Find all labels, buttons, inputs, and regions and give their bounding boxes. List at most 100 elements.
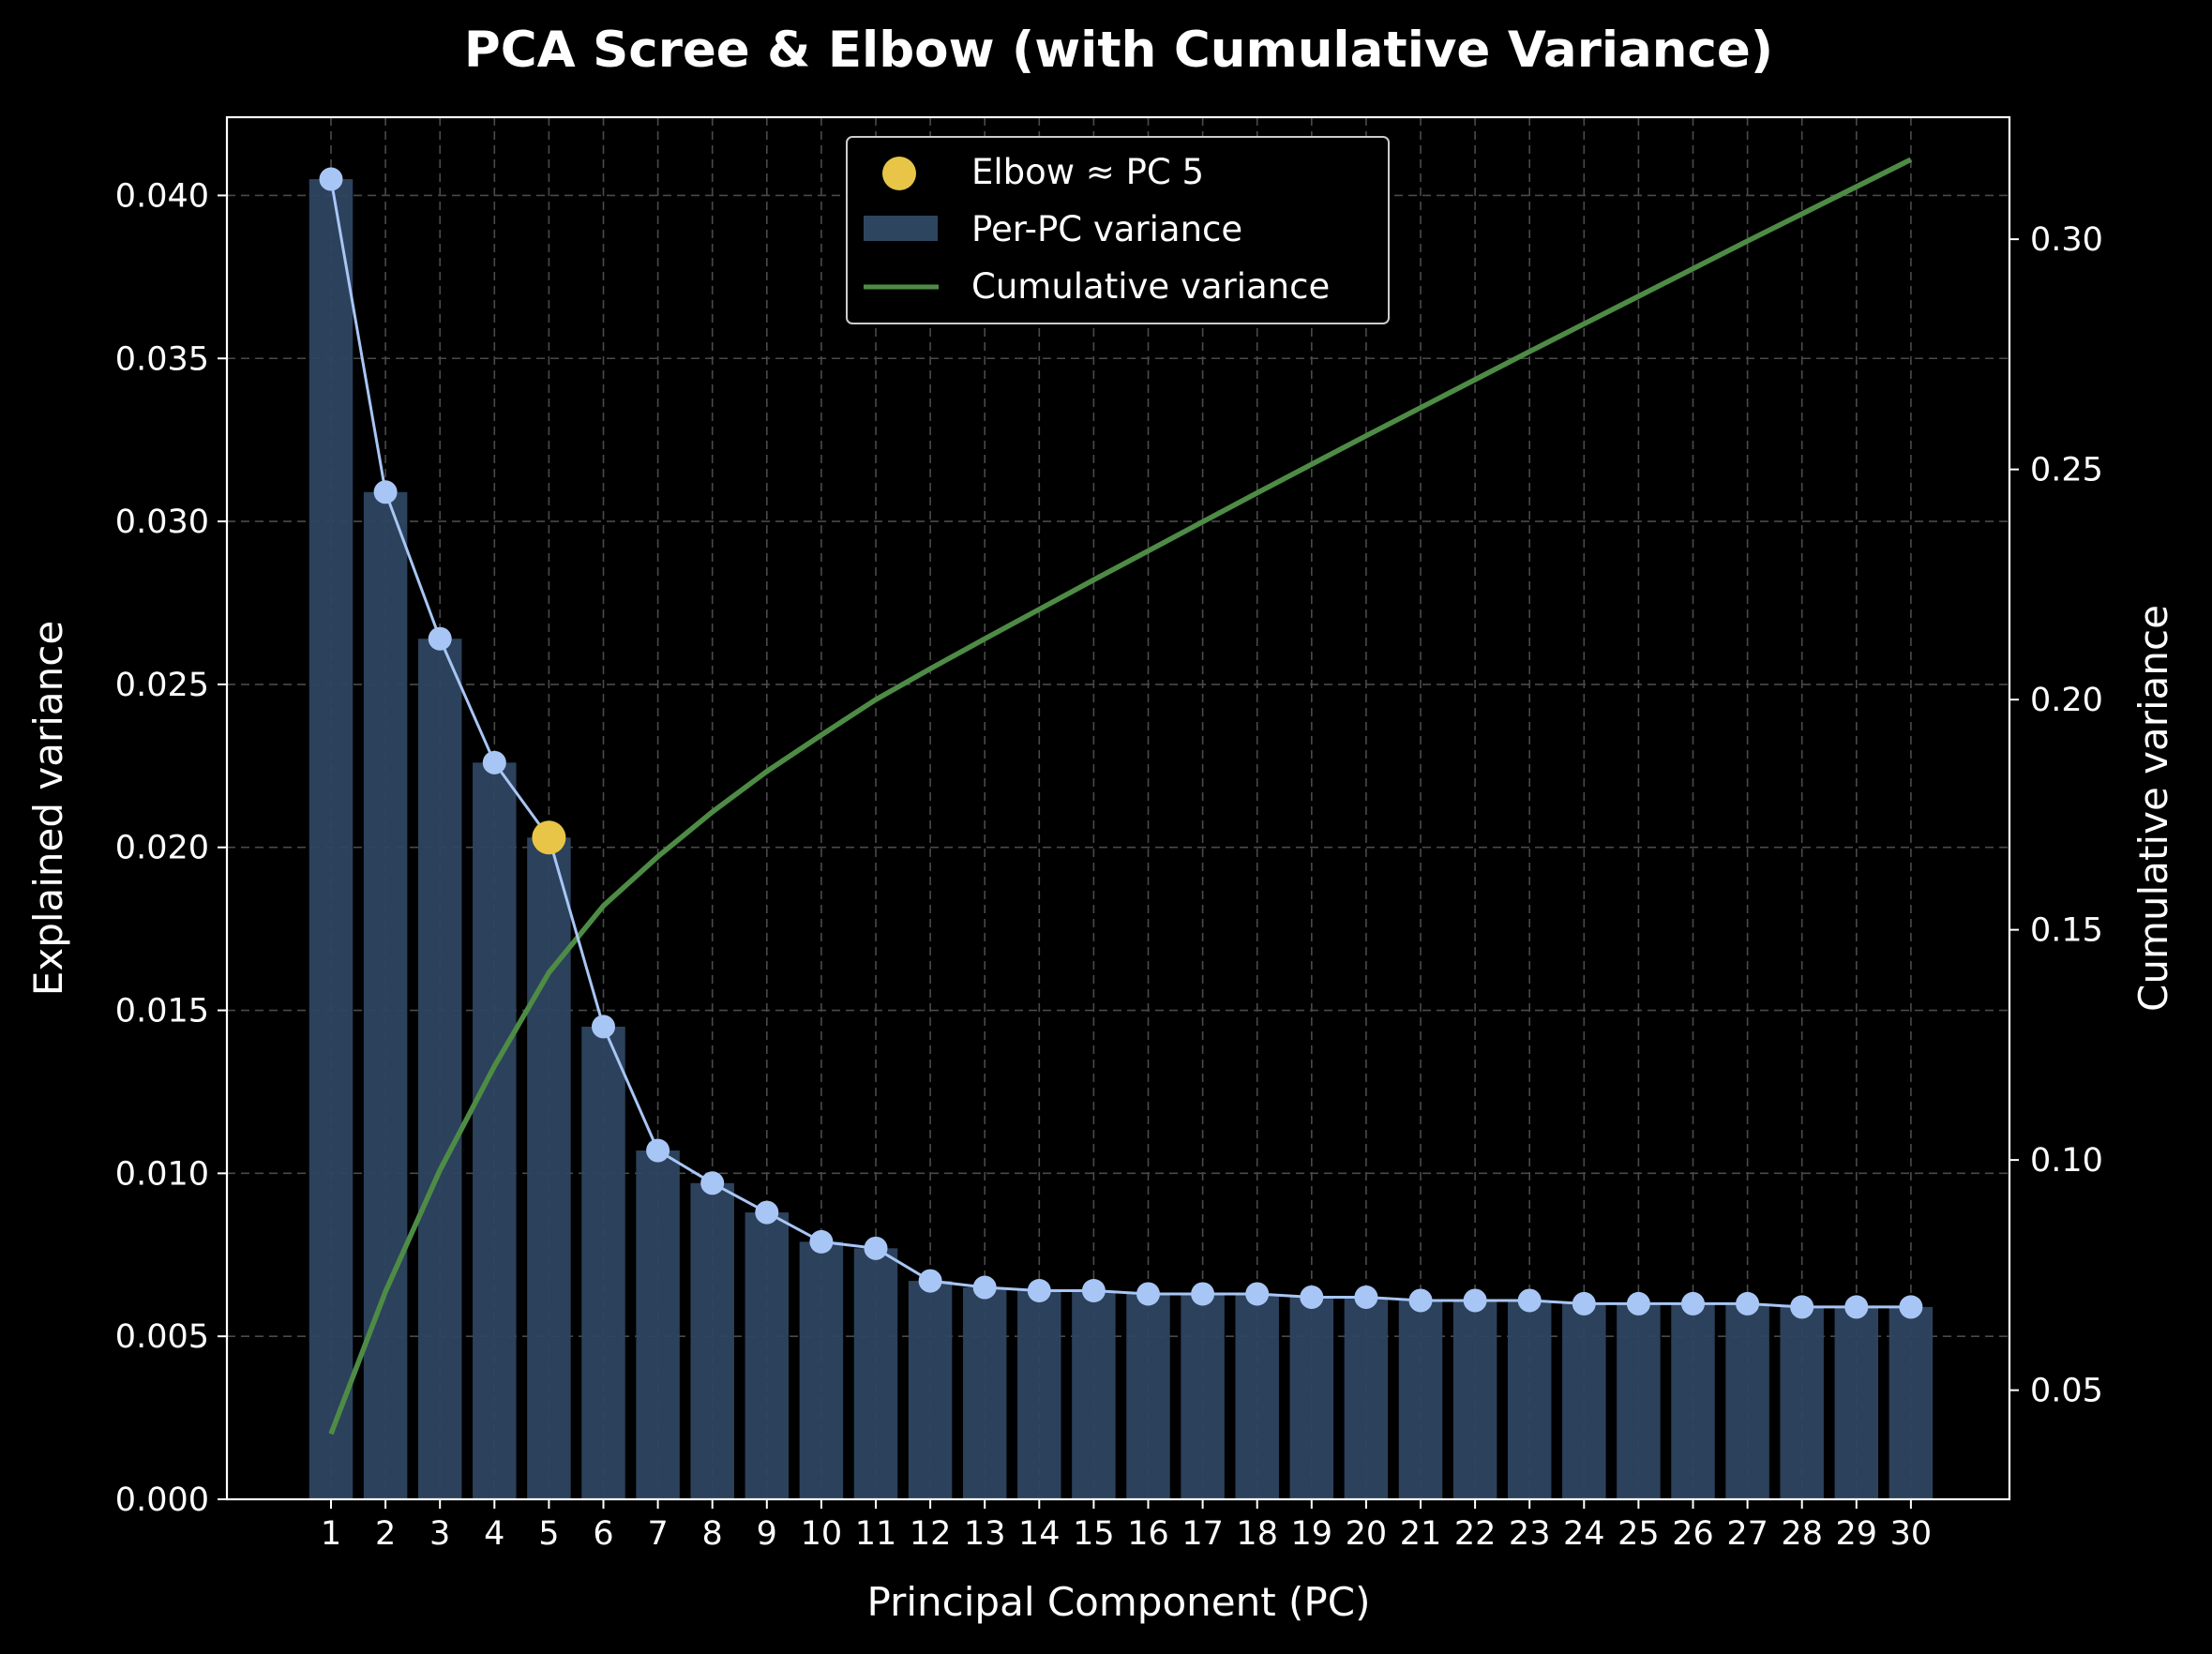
bar (690, 1182, 734, 1499)
scree-point (1354, 1285, 1378, 1309)
x-tick-label: 25 (1618, 1515, 1660, 1553)
y2-tick-label: 0.05 (2030, 1373, 2103, 1410)
scree-point (482, 750, 506, 774)
scree-point (1790, 1295, 1814, 1319)
scree-point (1681, 1291, 1705, 1316)
cumulative-line-layer (328, 157, 1913, 1436)
legend-cumulative-label: Cumulative variance (971, 266, 1330, 307)
x-tick-label: 22 (1454, 1515, 1497, 1553)
scree-point (700, 1171, 725, 1195)
bar (1017, 1290, 1061, 1499)
x-tick-label: 26 (1672, 1515, 1714, 1553)
legend-box (846, 136, 1390, 324)
x-tick-label: 6 (593, 1515, 613, 1553)
x-tick-label: 10 (801, 1515, 843, 1553)
y-tick-label: 0.035 (115, 340, 209, 378)
scree-point (1463, 1288, 1487, 1313)
x-tick-label: 18 (1236, 1515, 1278, 1553)
x-tick-label: 30 (1890, 1515, 1933, 1553)
scree-point (1517, 1288, 1542, 1313)
x-tick-label: 15 (1073, 1515, 1115, 1553)
scree-point (1572, 1291, 1596, 1316)
bar (745, 1212, 790, 1499)
bar (363, 491, 408, 1499)
x-tick-label: 5 (538, 1515, 559, 1553)
scree-point (1899, 1295, 1923, 1319)
y-tick-label: 0.030 (115, 504, 209, 541)
x-tick-label: 27 (1726, 1515, 1768, 1553)
y-tick-label: 0.010 (115, 1155, 209, 1193)
bar (1452, 1300, 1497, 1499)
y-tick-label: 0.025 (115, 667, 209, 704)
x-tick-label: 13 (964, 1515, 1006, 1553)
bars (308, 179, 1934, 1499)
x-tick-label: 3 (429, 1515, 450, 1553)
scree-point (1191, 1282, 1215, 1306)
y2-tick-label: 0.25 (2030, 452, 2103, 489)
bar (1617, 1303, 1661, 1499)
chart-title: PCA Scree & Elbow (with Cumulative Varia… (464, 22, 1773, 79)
x-tick-label: 28 (1781, 1515, 1823, 1553)
bar (853, 1248, 898, 1499)
bar (1289, 1297, 1334, 1499)
y2-tick-label: 0.30 (2030, 221, 2103, 259)
x-tick-label: 20 (1346, 1515, 1388, 1553)
x-tick-label: 8 (702, 1515, 723, 1553)
x-tick-label: 29 (1836, 1515, 1878, 1553)
y-axis-label: Explained variance (25, 621, 71, 996)
legend-bar-label: Per-PC variance (971, 209, 1242, 249)
bar (1671, 1303, 1715, 1499)
x-tick-label: 24 (1563, 1515, 1605, 1553)
y2-tick-label: 0.10 (2030, 1142, 2103, 1180)
bar (1834, 1306, 1879, 1499)
bar (1235, 1293, 1279, 1499)
legend-elbow-swatch (882, 157, 916, 190)
bar (962, 1287, 1007, 1499)
x-tick-label: 19 (1291, 1515, 1333, 1553)
bar (308, 179, 354, 1499)
scree-point (1136, 1282, 1160, 1306)
bar (1181, 1293, 1225, 1499)
scree-point (592, 1015, 615, 1039)
scree-point (1081, 1279, 1106, 1303)
x-tick-label: 7 (647, 1515, 668, 1553)
y-tick-label: 0.000 (115, 1481, 209, 1519)
elbow-marker-layer (532, 820, 566, 855)
bar (1072, 1290, 1116, 1499)
bar (581, 1026, 625, 1499)
y2-axis-label: Cumulative variance (2130, 605, 2176, 1012)
bar (1725, 1303, 1769, 1499)
x-tick-label: 17 (1181, 1515, 1224, 1553)
bar (636, 1150, 680, 1499)
x-tick-label: 23 (1509, 1515, 1551, 1553)
y-tick-label: 0.015 (115, 993, 209, 1030)
x-tick-label: 11 (855, 1515, 897, 1553)
x-tick-label: 14 (1018, 1515, 1061, 1553)
scree-point (1408, 1288, 1433, 1313)
bar (908, 1281, 953, 1499)
y2-tick-label: 0.15 (2030, 912, 2103, 950)
y-axis-ticks: 0.000 0.005 0.010 0.015 0.020 0.025 0.030 0.035… (115, 177, 227, 1519)
x-tick-label: 16 (1127, 1515, 1169, 1553)
x-tick-label: 1 (321, 1515, 341, 1553)
x-axis-ticks: 1 2 3 4 5 6 7 8 9 10 11 12 13 14 15 16 17 18 19 20 21 22 23 24 2… (321, 1499, 1932, 1553)
x-axis-label: Principal Component (PC) (867, 1579, 1371, 1625)
scree-point (1300, 1285, 1324, 1309)
bar (473, 762, 517, 1499)
scree-point (1844, 1295, 1869, 1319)
bar (1507, 1300, 1552, 1499)
x-tick-label: 12 (910, 1515, 952, 1553)
bar (1398, 1300, 1443, 1499)
bar (1344, 1297, 1389, 1499)
x-tick-label: 2 (375, 1515, 396, 1553)
legend-bar-swatch (864, 216, 938, 241)
bar (1562, 1303, 1606, 1499)
y-tick-label: 0.005 (115, 1318, 209, 1356)
scree-point (864, 1236, 888, 1260)
elbow-point (532, 820, 566, 855)
scree-point (1626, 1291, 1650, 1316)
scree-point (918, 1269, 942, 1293)
bar (1126, 1293, 1170, 1499)
y2-tick-label: 0.20 (2030, 682, 2103, 719)
